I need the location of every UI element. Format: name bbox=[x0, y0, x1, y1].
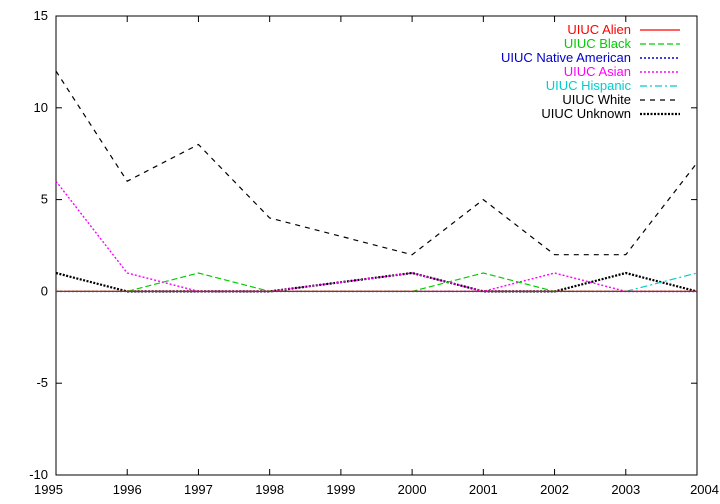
legend-label: UIUC White bbox=[562, 92, 631, 107]
x-tick-label: 2003 bbox=[611, 482, 640, 497]
x-tick-label: 2004 bbox=[690, 482, 719, 497]
x-tick-label: 1999 bbox=[326, 482, 355, 497]
y-tick-label: 0 bbox=[41, 283, 48, 298]
axis-ticks: -10 -5 0 5 10 15 1995 1996 1997 1998 1999 2000 2001 2… bbox=[29, 8, 719, 497]
y-tick-label: -10 bbox=[29, 467, 48, 482]
legend-label: UIUC Native American bbox=[501, 50, 631, 65]
series-line-uiuc-asian bbox=[55, 180, 697, 293]
x-tick-label: 1995 bbox=[34, 482, 63, 497]
legend-label: UIUC Asian bbox=[564, 64, 631, 79]
series-line-uiuc-hispanic bbox=[56, 272, 698, 292]
series-line-uiuc-black bbox=[56, 272, 697, 292]
x-tick-label: 1996 bbox=[113, 482, 142, 497]
legend-label: UIUC Alien bbox=[567, 22, 631, 37]
x-tick-label: 1998 bbox=[255, 482, 284, 497]
plot-frame bbox=[55, 15, 698, 476]
x-tick-label: 2001 bbox=[469, 482, 498, 497]
series-line-uiuc-white bbox=[55, 70, 698, 256]
series-lines bbox=[55, 70, 698, 293]
x-tick-label: 2002 bbox=[540, 482, 569, 497]
legend-label: UIUC Hispanic bbox=[546, 78, 632, 93]
y-tick-label: 15 bbox=[34, 8, 48, 23]
y-tick-label: 10 bbox=[34, 100, 48, 115]
y-tick-label: 5 bbox=[41, 192, 48, 207]
y-tick-label: -5 bbox=[36, 375, 48, 390]
legend-label: UIUC Black bbox=[564, 36, 632, 51]
legend-label: UIUC Unknown bbox=[541, 106, 631, 121]
series-line-uiuc-unknown bbox=[55, 271, 698, 293]
x-tick-label: 1997 bbox=[184, 482, 213, 497]
x-tick-label: 2000 bbox=[398, 482, 427, 497]
